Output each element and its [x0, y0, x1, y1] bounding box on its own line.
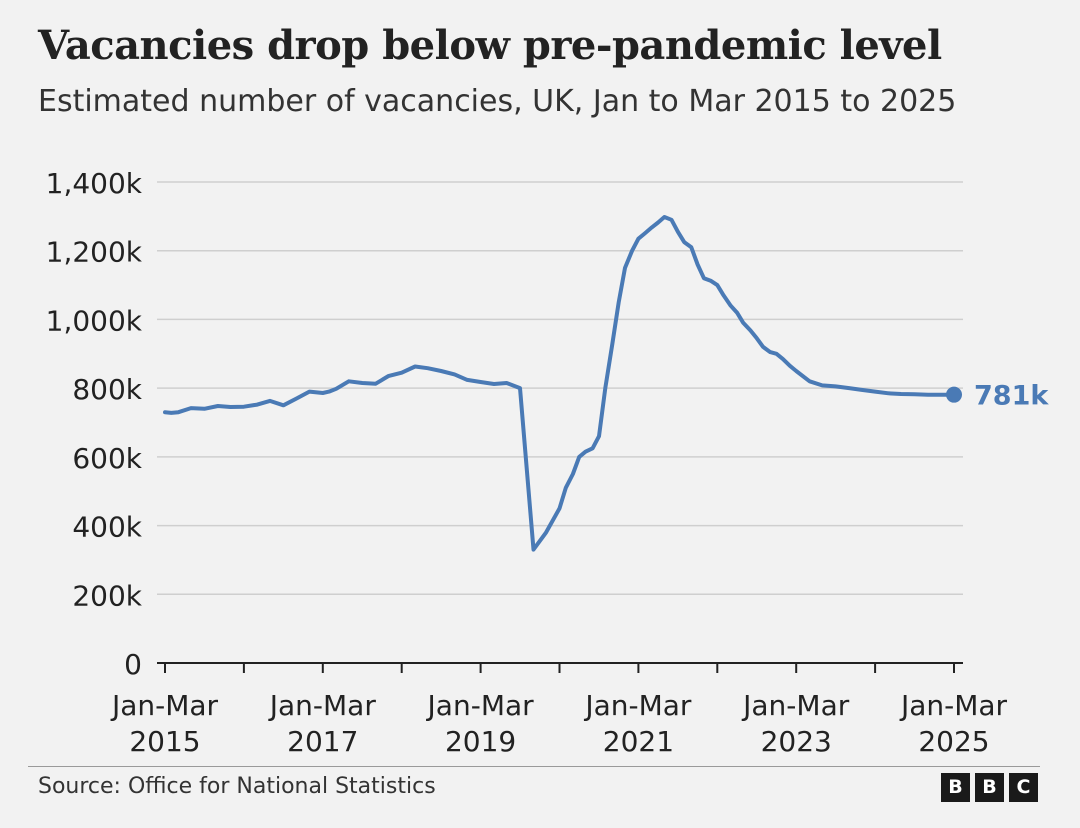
chart-title: Vacancies drop below pre-pandemic level: [38, 22, 942, 69]
x-tick-label-5-line2: 2025: [918, 725, 989, 758]
y-tick-label-0: 0: [124, 648, 142, 681]
bbc-logo-letter-3: C: [1009, 773, 1038, 802]
y-tick-label-6: 1,200k: [46, 236, 143, 269]
bbc-logo-letter-1: B: [941, 773, 970, 802]
y-tick-label-7: 1,400k: [46, 167, 143, 200]
label-layer: 0 200k 400k 600k 800k 1,000k 1,200k 1,400k Jan-M…: [46, 167, 1050, 758]
y-tick-label-1: 200k: [72, 579, 142, 612]
x-tick-label-4-line1: Jan-Mar: [741, 689, 850, 722]
x-tick-label-5-line1: Jan-Mar: [899, 689, 1008, 722]
x-tick-label-3-line1: Jan-Mar: [583, 689, 692, 722]
bbc-logo: B B C: [941, 773, 1038, 802]
grid-layer: [157, 181, 963, 596]
x-tick-label-4-line2: 2023: [761, 725, 832, 758]
series-line-0: [163, 215, 956, 552]
series-layer: [163, 215, 962, 552]
x-tick-label-2-line1: Jan-Mar: [426, 689, 535, 722]
y-tick-label-3: 600k: [72, 442, 142, 475]
x-tick-label-0-line1: Jan-Mar: [110, 689, 219, 722]
footer-divider: [28, 766, 1040, 767]
x-tick-label-2-line2: 2019: [445, 725, 516, 758]
x-tick-label-1-line2: 2017: [287, 725, 358, 758]
x-tick-label-3-line2: 2021: [603, 725, 674, 758]
vacancies-line-chart: 0 200k 400k 600k 800k 1,000k 1,200k 1,400k Jan-M…: [46, 167, 1050, 758]
source-note: Source: Office for National Statistics: [38, 774, 436, 799]
bbc-logo-letter-2: B: [975, 773, 1004, 802]
axis-layer: [157, 662, 963, 673]
end-point-label: 781k: [974, 381, 1049, 412]
y-tick-label-5: 1,000k: [46, 304, 143, 337]
y-tick-label-4: 800k: [72, 373, 142, 406]
end-point-marker: [946, 386, 962, 403]
x-tick-label-1-line1: Jan-Mar: [268, 689, 377, 722]
x-tick-label-0-line2: 2015: [129, 725, 200, 758]
y-tick-label-2: 400k: [72, 511, 142, 544]
chart-subtitle: Estimated number of vacancies, UK, Jan t…: [38, 84, 957, 119]
